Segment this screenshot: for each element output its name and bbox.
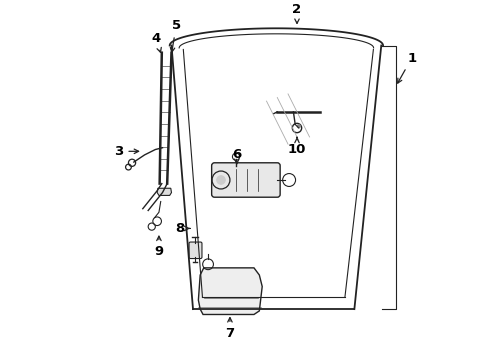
Circle shape bbox=[217, 176, 225, 184]
Circle shape bbox=[296, 124, 301, 129]
Text: 1: 1 bbox=[398, 51, 416, 83]
Text: 3: 3 bbox=[114, 145, 139, 158]
FancyBboxPatch shape bbox=[212, 163, 280, 197]
Text: 8: 8 bbox=[175, 222, 190, 235]
Text: 5: 5 bbox=[171, 19, 181, 52]
Text: 10: 10 bbox=[288, 138, 306, 156]
Polygon shape bbox=[198, 268, 262, 315]
FancyBboxPatch shape bbox=[189, 242, 202, 258]
Text: 4: 4 bbox=[151, 32, 161, 52]
Text: 6: 6 bbox=[232, 148, 242, 164]
Text: 7: 7 bbox=[225, 318, 235, 340]
Text: 2: 2 bbox=[293, 3, 301, 23]
Text: 9: 9 bbox=[154, 236, 164, 258]
Polygon shape bbox=[157, 188, 171, 195]
